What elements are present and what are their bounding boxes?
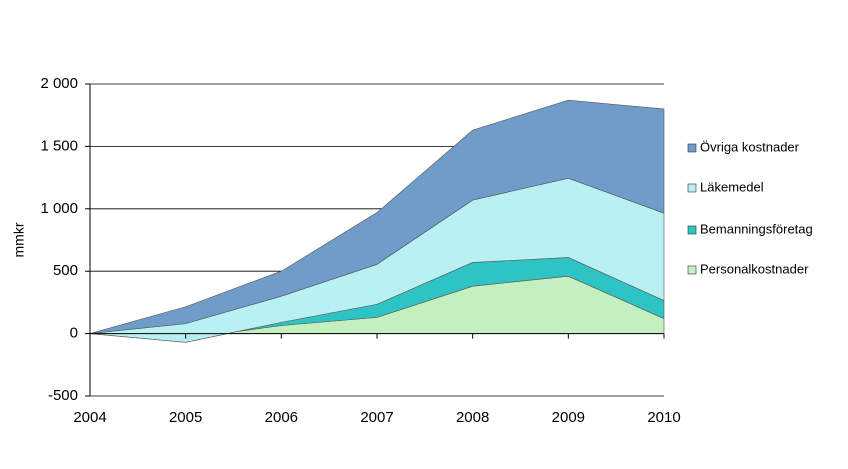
x-tick-label: 2010 bbox=[647, 409, 680, 426]
x-tick-label: 2008 bbox=[456, 409, 489, 426]
legend-swatch bbox=[687, 265, 697, 275]
x-tick-label: 2005 bbox=[169, 409, 202, 426]
x-tick-label: 2007 bbox=[360, 409, 393, 426]
x-tick-label: 2004 bbox=[73, 409, 106, 426]
legend-label: Personalkostnader bbox=[700, 261, 809, 276]
legend-swatch bbox=[687, 225, 697, 235]
y-tick-label: 2 000 bbox=[40, 75, 78, 92]
legend-swatch bbox=[687, 143, 697, 153]
y-tick-label: 1 000 bbox=[40, 200, 78, 217]
y-tick-label: 500 bbox=[53, 262, 78, 279]
y-tick-label: -500 bbox=[48, 387, 78, 404]
legend-label: Bemanningsföretag bbox=[700, 221, 813, 236]
x-tick-label: 2006 bbox=[265, 409, 298, 426]
legend-label: Övriga kostnader bbox=[700, 139, 800, 154]
y-tick-label: 1 500 bbox=[40, 137, 78, 154]
area bbox=[89, 99, 665, 334]
x-tick-label: 2009 bbox=[552, 409, 585, 426]
y-axis-label: mmkr bbox=[11, 222, 27, 257]
y-tick-label: 0 bbox=[70, 325, 78, 342]
legend-swatch bbox=[687, 183, 697, 193]
legend-label: Läkemedel bbox=[700, 179, 764, 194]
